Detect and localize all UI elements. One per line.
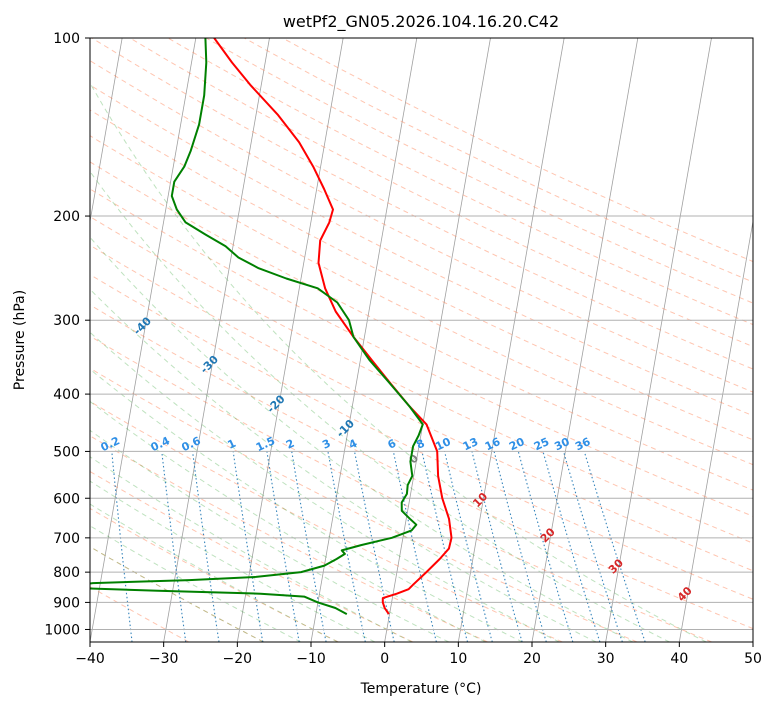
y-tick-label: 1000 [44, 622, 80, 638]
y-tick-label: 100 [53, 31, 80, 47]
x-tick-label: 40 [670, 651, 688, 667]
x-tick-label: 0 [380, 651, 389, 667]
y-tick-label: 500 [53, 444, 80, 460]
x-axis-label: Temperature (°C) [360, 681, 482, 697]
x-tick-label: −20 [223, 651, 253, 667]
y-tick-label: 400 [53, 387, 80, 403]
x-tick-label: 10 [449, 651, 467, 667]
x-tick-label: 30 [597, 651, 615, 667]
y-axis-label: Pressure (hPa) [12, 290, 28, 390]
x-tick-label: −30 [149, 651, 179, 667]
y-tick-label: 200 [53, 209, 80, 225]
y-tick-label: 700 [53, 531, 80, 547]
x-tick-label: 20 [523, 651, 541, 667]
y-tick-label: 600 [53, 491, 80, 507]
x-tick-label: −10 [296, 651, 326, 667]
y-tick-label: 900 [53, 595, 80, 611]
x-tick-label: −40 [75, 651, 105, 667]
y-tick-label: 800 [53, 565, 80, 581]
x-tick-label: 50 [744, 651, 762, 667]
chart-title: wetPf2_GN05.2026.104.16.20.C42 [283, 12, 559, 32]
y-tick-label: 300 [53, 313, 80, 329]
